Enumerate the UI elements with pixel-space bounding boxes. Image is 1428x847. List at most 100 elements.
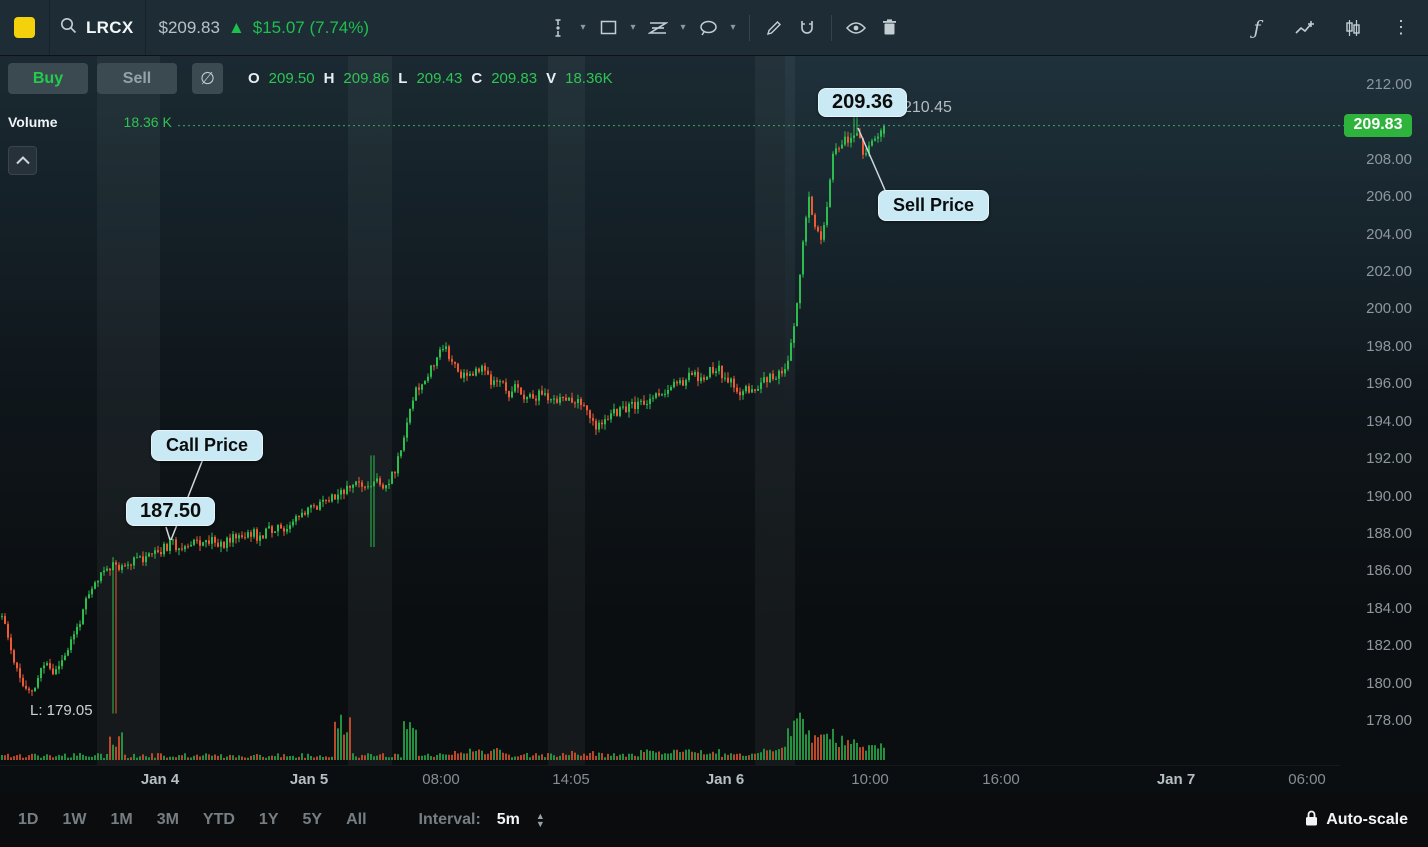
time-tick: 06:00: [1288, 771, 1326, 788]
price-change-text: $15.07 (7.74%): [252, 17, 370, 37]
separator: [831, 14, 832, 41]
chart-background-glow: [785, 55, 1428, 475]
range-button-5y[interactable]: 5Y: [302, 811, 323, 828]
separator: [49, 0, 50, 55]
price-tick: 190.00: [1366, 487, 1412, 505]
trash-icon[interactable]: [876, 15, 902, 41]
annotation-tool-icon[interactable]: [695, 15, 721, 41]
session-band: [755, 55, 795, 765]
call-price-label-badge[interactable]: Call Price: [151, 430, 264, 461]
time-tick: Jan 7: [1156, 771, 1196, 788]
indicators-icon[interactable]: ƒ: [1253, 16, 1261, 39]
price-tick: 186.00: [1366, 562, 1412, 580]
empty-set-icon: ∅: [200, 68, 215, 88]
search-icon: [60, 17, 77, 39]
separator: [749, 14, 750, 41]
range-button-1m[interactable]: 1M: [110, 811, 133, 828]
range-button-1d[interactable]: 1D: [18, 811, 39, 828]
candle-wicks-up: [1, 114, 885, 714]
cursor-tool-icon[interactable]: [545, 15, 571, 41]
rectangle-tool-icon[interactable]: [595, 15, 621, 41]
price-tick: 182.00: [1366, 637, 1412, 655]
range-button-1y[interactable]: 1Y: [258, 811, 279, 828]
interval-label: Interval:: [418, 811, 481, 828]
ohlc-value: 209.43: [416, 70, 463, 87]
call-price-value-badge[interactable]: 187.50: [126, 497, 216, 526]
ohlc-readout: O 209.50 H 209.86 L 209.43 C 209.83 V 18.36K: [248, 70, 613, 87]
time-axis[interactable]: Jan 4 Jan 5 08:00 14:05 Jan 6 10:00 16:00 Jan 7…: [0, 765, 1340, 794]
price-tick: 198.00: [1366, 337, 1412, 355]
price-tick: 212.00: [1366, 76, 1412, 93]
compare-icon[interactable]: [1292, 15, 1318, 41]
magnet-tool-icon[interactable]: [794, 15, 820, 41]
volume-value: 18.36 K: [123, 114, 172, 130]
annotation-tool-dropdown-icon[interactable]: ▾: [730, 22, 736, 33]
price-tick: 202.00: [1366, 263, 1412, 281]
price-up-arrow-icon: ▲: [227, 17, 245, 37]
interval-stepper[interactable]: ▲ ▼: [535, 811, 545, 829]
app-logo[interactable]: [14, 17, 35, 38]
pencil-tool-icon[interactable]: [761, 15, 787, 41]
candle-wicks-down: [4, 128, 864, 714]
sell-price-value-badge[interactable]: 209.36: [818, 88, 908, 117]
ohlc-value: 18.36K: [565, 70, 613, 87]
last-price-text: $209.83: [158, 17, 220, 37]
sell-button[interactable]: Sell: [97, 63, 177, 94]
zigzag-tool-dropdown-icon[interactable]: ▾: [680, 22, 686, 33]
candle-bodies-up: [1, 125, 885, 692]
symbol-search[interactable]: LRCX: [50, 17, 145, 39]
range-selector: 1D 1W 1M 3M YTD 1Y 5Y All: [0, 811, 367, 829]
price-tick: 206.00: [1366, 188, 1412, 206]
stepper-up-icon[interactable]: ▲: [535, 811, 545, 821]
session-band: [348, 55, 392, 765]
chart-settings-toolbar: ƒ ⋮: [1244, 0, 1414, 55]
zigzag-tool-icon[interactable]: [645, 15, 671, 41]
volume-bars-down: [4, 717, 864, 760]
quote-readout: $209.83 ▲ $15.07 (7.74%): [146, 18, 369, 38]
bottom-toolbar: 1D 1W 1M 3M YTD 1Y 5Y All Interval: 5m ▲ ▼ Auto…: [0, 793, 1428, 847]
volume-label: Volume: [8, 114, 58, 130]
rectangle-tool-dropdown-icon[interactable]: ▾: [630, 22, 636, 33]
range-button-ytd[interactable]: YTD: [202, 811, 235, 828]
range-button-3m[interactable]: 3M: [156, 811, 179, 828]
more-menu-icon[interactable]: ⋮: [1392, 17, 1410, 37]
stepper-down-icon[interactable]: ▼: [535, 819, 545, 829]
price-axis[interactable]: 212.00 208.00 206.00 204.00 202.00 200.00 198.…: [1338, 55, 1428, 765]
candle-bodies-down: [4, 133, 864, 692]
range-button-all[interactable]: All: [346, 811, 367, 828]
ohlc-key: O: [248, 70, 260, 87]
buy-button[interactable]: Buy: [8, 63, 88, 94]
drawing-toolbar: ▾ ▾ ▾ ▾: [545, 0, 902, 55]
session-low-label: L: 179.05: [30, 702, 93, 719]
symbol-label: LRCX: [86, 17, 134, 37]
ohlc-value: 209.50: [268, 70, 315, 87]
ohlc-value: 209.86: [343, 70, 390, 87]
session-band: [548, 55, 585, 765]
price-tick: 180.00: [1366, 674, 1412, 692]
collapse-panel-button[interactable]: [8, 146, 37, 175]
price-tick: 184.00: [1366, 599, 1412, 617]
eye-icon[interactable]: [843, 15, 869, 41]
time-tick: 08:00: [422, 771, 460, 788]
ohlc-value: 209.83: [491, 70, 538, 87]
trade-row: Buy Sell ∅ O 209.50 H 209.86 L 209.43 C 209.83 V…: [8, 63, 613, 94]
last-price-badge: 209.83: [1344, 113, 1412, 137]
range-button-1w[interactable]: 1W: [62, 811, 87, 828]
chart-type-icon[interactable]: [1340, 15, 1366, 41]
price-tick: 192.00: [1366, 450, 1412, 468]
top-toolbar: LRCX $209.83 ▲ $15.07 (7.74%) ▾ ▾ ▾ ▾: [0, 0, 1428, 56]
cursor-tool-dropdown-icon[interactable]: ▾: [580, 22, 586, 33]
ohlc-key: H: [323, 70, 335, 87]
chevron-up-icon: [15, 152, 30, 170]
separator: [145, 0, 147, 55]
interval-value[interactable]: 5m: [496, 811, 520, 828]
price-tick: 188.00: [1366, 524, 1412, 542]
price-tick: 208.00: [1366, 150, 1412, 168]
clear-positions-button[interactable]: ∅: [192, 63, 223, 94]
volume-indicator-row: Volume 18.36 K: [8, 114, 172, 130]
sell-price-label-badge[interactable]: Sell Price: [878, 190, 990, 221]
volume-bars-up: [1, 712, 885, 760]
autoscale-toggle[interactable]: Auto-scale: [1305, 810, 1408, 831]
